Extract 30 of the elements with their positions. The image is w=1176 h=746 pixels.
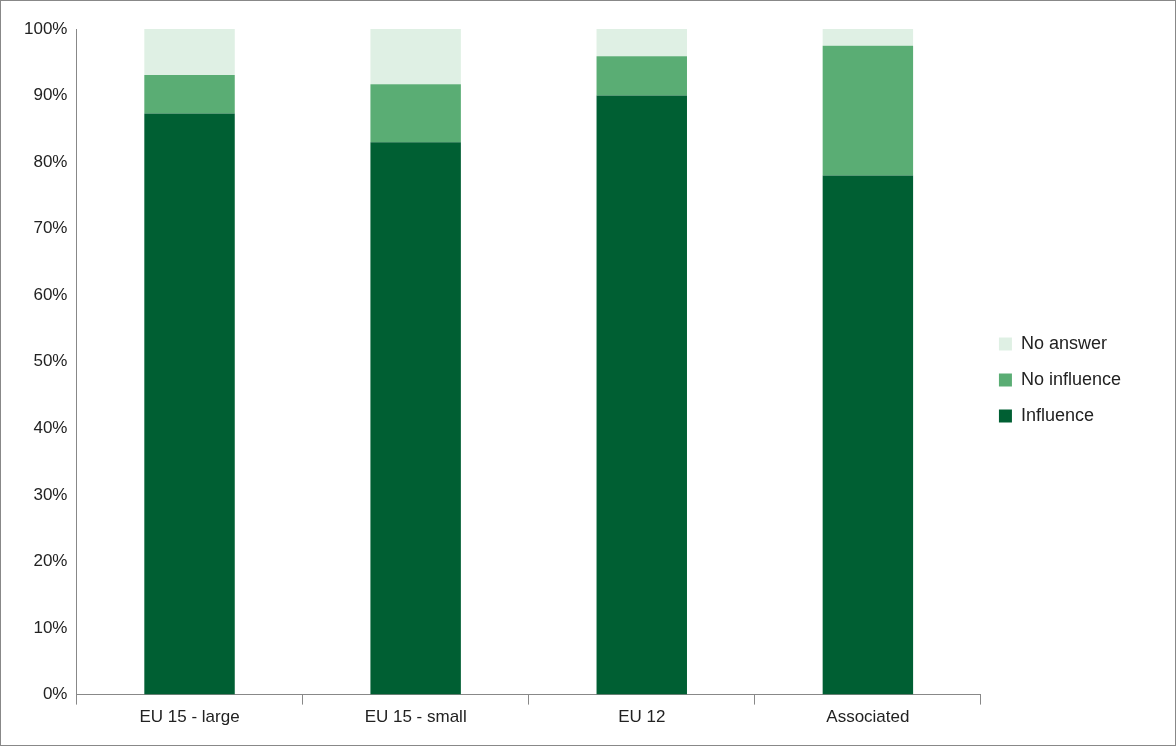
y-tick-label: 70% <box>33 218 68 238</box>
bar <box>596 29 687 57</box>
y-tick-label: 60% <box>33 284 68 304</box>
legend-label: Influence <box>1020 404 1094 425</box>
bar <box>370 29 461 85</box>
bar <box>822 29 914 46</box>
y-tick-label: 40% <box>33 418 68 438</box>
bar <box>144 113 235 695</box>
bar <box>370 84 461 143</box>
y-tick-label: 30% <box>33 484 68 504</box>
bar <box>596 56 687 96</box>
bar <box>822 175 914 695</box>
legend-label: No answer <box>1020 332 1107 353</box>
x-tick-label: EU 15 - large <box>139 707 240 727</box>
bar <box>596 95 687 695</box>
y-tick-label: 80% <box>33 151 68 171</box>
y-tick-label: 10% <box>33 617 68 637</box>
bar <box>370 142 461 695</box>
x-tick-label: EU 15 - small <box>364 707 467 727</box>
bar <box>144 29 235 75</box>
bar <box>822 45 914 176</box>
x-tick-label: Associated <box>826 707 910 727</box>
y-tick-label: 20% <box>33 551 68 571</box>
x-tick-label: EU 12 <box>618 707 666 727</box>
y-tick-label: 100% <box>24 18 68 38</box>
y-tick-label: 90% <box>33 85 68 105</box>
y-tick-label: 50% <box>33 351 68 371</box>
y-tick-label: 0% <box>42 684 68 704</box>
legend-label: No influence <box>1020 368 1122 389</box>
bar <box>144 74 235 114</box>
